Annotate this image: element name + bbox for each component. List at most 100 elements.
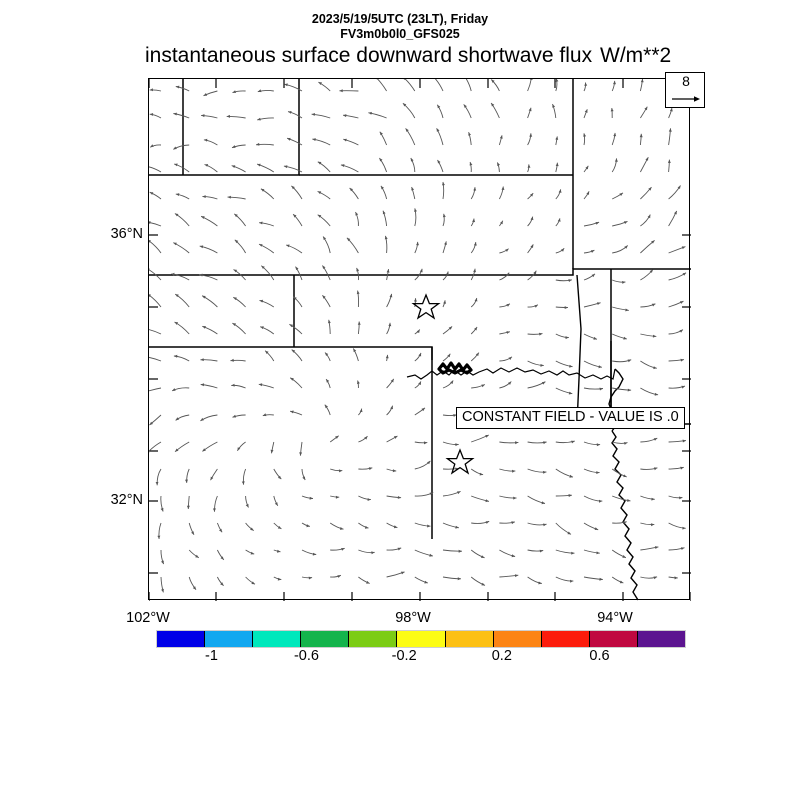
wind-vector-head [397,547,402,551]
wind-vector-head [302,476,306,480]
wind-vector-head [414,208,417,212]
wind-vector-head [599,577,603,581]
wind-vector-head [427,524,431,528]
wind-vector-head [202,195,206,198]
wind-vector-head [364,436,368,440]
wind-vector-head [421,407,425,412]
wind-vector-head [473,242,477,246]
wind-vector-head [539,549,544,553]
wind-vector-head [623,221,628,224]
wind-vector-head [416,329,420,334]
wind-vector-head [653,438,658,441]
wind-vector-head [349,188,353,192]
wind-vector-head [384,235,388,240]
wind-vector-head [325,352,329,356]
wind-vector-head [262,413,267,417]
wind-vector-head [295,266,299,271]
wind-vector-head [149,88,153,92]
wind-vector-head [624,245,628,249]
wind-vector-head [291,185,295,190]
wind-vector-head [233,269,238,273]
wind-vector [149,294,162,308]
wind-vector-head [543,523,547,527]
wind-vector-head [309,496,313,500]
wind-vector-head [405,128,409,132]
wind-vector-head [259,299,264,303]
wind-vector-head [584,109,588,113]
wind-vector-head [288,111,292,114]
wind-vector-head [353,348,357,353]
wind-vector-head [173,354,178,358]
wind-vector-head [682,272,687,276]
wind-vector-head [442,182,445,186]
wind-vector-head [149,221,151,224]
wind-vector-head [647,214,651,219]
wind-vector-head [203,93,208,96]
wind-vector-head [475,352,479,357]
wind-vector-head [397,496,402,499]
wind-vector-head [436,128,440,132]
wind-vector-head [368,467,373,471]
wind-vector-head [506,331,510,334]
wind-vector-head [210,476,214,481]
colorbar-tick-label: 0.6 [589,648,610,664]
colorbar-segment [253,631,302,647]
wind-vector-head [623,336,627,340]
wind-vector-head [653,366,657,370]
wind-vector-head [443,300,447,304]
wind-vector-head [286,244,290,248]
wind-vector-head [201,114,205,118]
wind-vector-head [260,326,264,330]
wind-vector-head [447,353,451,358]
wind-vector-head [364,525,369,529]
wind-vector-head [455,443,459,447]
wind-vector-head [335,495,340,499]
wind-vector-head [202,326,206,329]
wind-vector-head [237,447,241,451]
wind-vector-head [274,502,278,506]
wind-vector-head [346,237,351,242]
wind-vector-head [567,531,571,535]
wind-vector-head [340,164,345,167]
wind-vector-head [540,364,544,367]
wind-vector-head [623,442,628,445]
wind-vector-head [596,551,600,555]
wind-vector-head [568,391,573,395]
wind-vector-head [204,164,209,167]
wind-vector-head [555,162,559,167]
wind-vector-head [511,521,515,525]
wind-vector-head [220,556,224,560]
wind-vector-head [171,272,175,276]
wind-vector-head [437,104,441,109]
wind-vector-head [681,385,685,389]
wind-vector-head [423,441,428,445]
wind-vector-head [173,146,177,150]
wind-vector-head [598,365,602,369]
wind-vector-head [623,521,627,524]
wind-vector-head [481,384,485,388]
wind-vector-head [212,508,216,512]
wind-vector-head [231,165,236,168]
wind-vector-head [613,132,617,137]
wind-vector-head [565,336,569,340]
wind-vector-head [681,246,686,250]
wind-vector-head [424,580,428,584]
station-marker-2 [445,448,475,475]
wind-vector-head [390,378,394,383]
wind-vector-head [343,138,347,142]
wind-vector-head [444,241,447,245]
red-river-boundary [406,367,616,380]
wind-vector-head [596,443,601,447]
wind-vector-head [317,214,322,218]
wind-vector-head [366,580,370,584]
wind-vector-head [322,265,326,269]
wind-vector-head [175,448,179,452]
wind-vector-head [149,452,150,453]
title-units: W/m**2 [600,44,672,67]
wind-vector-head [311,113,315,116]
wind-vector-head [555,79,559,82]
wind-vector-head [506,272,510,277]
wind-vector-head [234,213,238,218]
wind-vector-head [429,492,434,496]
wind-vector-head [530,193,534,197]
